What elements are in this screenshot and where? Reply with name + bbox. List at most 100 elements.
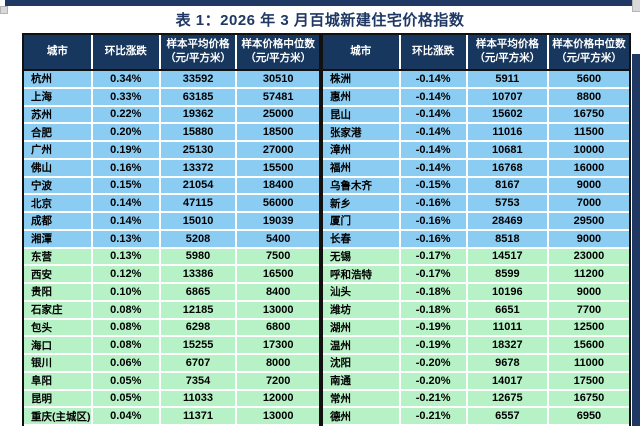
avg-price-cell: 7354	[159, 371, 238, 391]
city-cell: 佛山	[24, 158, 93, 178]
median-price-cell: 13000	[236, 300, 319, 320]
change-cell: 0.08%	[91, 300, 161, 320]
change-cell: -0.14%	[399, 105, 468, 125]
city-cell: 无锡	[323, 247, 401, 267]
median-price-cell: 27000	[236, 141, 319, 160]
median-price-cell: 25000	[236, 105, 319, 125]
city-cell: 湖州	[323, 318, 401, 338]
median-price-cell: 16000	[547, 158, 629, 178]
city-cell: 合肥	[24, 123, 93, 142]
price-index-table: 城市 环比涨跌 样本平均价格 （元/平方米） 样本价格中位数 （元/平方米） 杭州 0…	[22, 33, 631, 426]
median-price-cell: 8000	[236, 354, 319, 373]
avg-price-cell: 5980	[159, 247, 238, 267]
median-price-cell: 23000	[547, 247, 629, 267]
median-price-cell: 7500	[236, 247, 319, 267]
avg-price-cell: 13386	[159, 265, 238, 284]
change-cell: -0.16%	[399, 194, 468, 213]
change-cell: -0.14%	[399, 158, 468, 178]
median-price-cell: 16750	[547, 389, 629, 409]
city-cell: 成都	[24, 212, 93, 231]
table-row: 重庆(主城区) 0.04% 11371 13000	[24, 407, 319, 426]
avg-price-cell: 11016	[466, 123, 549, 142]
city-cell: 沈阳	[323, 354, 401, 373]
city-cell: 德州	[323, 407, 401, 426]
median-price-cell: 9000	[547, 176, 629, 196]
change-cell: 0.34%	[91, 70, 161, 89]
table-row: 银川 0.06% 6707 8000	[24, 354, 319, 373]
median-price-cell: 11200	[547, 265, 629, 284]
avg-price-cell: 11371	[159, 407, 238, 426]
header-row: 城市 环比涨跌 样本平均价格 （元/平方米） 样本价格中位数 （元/平方米）	[323, 35, 629, 71]
avg-price-cell: 5753	[466, 194, 549, 213]
table-row: 佛山 0.16% 13372 15500	[24, 158, 319, 178]
top-accent-bar	[5, 0, 633, 6]
median-price-cell: 9000	[547, 283, 629, 302]
change-cell: -0.14%	[399, 123, 468, 142]
median-price-cell: 17500	[547, 371, 629, 391]
avg-price-cell: 15880	[159, 123, 238, 142]
avg-price-cell: 63185	[159, 87, 238, 107]
table-row: 阜阳 0.05% 7354 7200	[24, 371, 319, 391]
table-row: 北京 0.14% 47115 56000	[24, 194, 319, 213]
avg-price-cell: 47115	[159, 194, 238, 213]
change-cell: 0.19%	[91, 141, 161, 160]
city-cell: 呼和浩特	[323, 265, 401, 284]
city-cell: 银川	[24, 354, 93, 373]
table-row: 株洲 -0.14% 5911 5600	[323, 70, 629, 89]
avg-price-cell: 8518	[466, 229, 549, 249]
scrollbar-corner-right	[632, 0, 640, 12]
table-row: 汕头 -0.18% 10196 9000	[323, 283, 629, 302]
median-price-cell: 7000	[547, 194, 629, 213]
median-price-cell: 29500	[547, 212, 629, 231]
avg-price-cell: 8167	[466, 176, 549, 196]
change-cell: -0.14%	[399, 87, 468, 107]
avg-price-cell: 6865	[159, 283, 238, 302]
table-row: 乌鲁木齐 -0.15% 8167 9000	[323, 176, 629, 196]
table-row: 石家庄 0.08% 12185 13000	[24, 300, 319, 320]
table-row: 常州 -0.21% 12675 16750	[323, 389, 629, 409]
median-price-cell: 56000	[236, 194, 319, 213]
change-cell: 0.12%	[91, 265, 161, 284]
col-header-avg-price: 样本平均价格 （元/平方米）	[466, 35, 549, 71]
city-cell: 昆山	[323, 105, 401, 125]
table-row: 东营 0.13% 5980 7500	[24, 247, 319, 267]
avg-price-cell: 15602	[466, 105, 549, 125]
city-cell: 贵阳	[24, 283, 93, 302]
median-price-cell: 18400	[236, 176, 319, 196]
median-price-cell: 8400	[236, 283, 319, 302]
table-row: 湘潭 0.13% 5208 5400	[24, 229, 319, 249]
change-cell: 0.08%	[91, 318, 161, 338]
avg-price-cell: 33592	[159, 70, 238, 89]
change-cell: 0.08%	[91, 336, 161, 355]
median-price-cell: 11000	[547, 354, 629, 373]
table-row: 西安 0.12% 13386 16500	[24, 265, 319, 284]
city-cell: 张家港	[323, 123, 401, 142]
right-accent-bar	[632, 54, 640, 426]
median-price-cell: 5400	[236, 229, 319, 249]
median-price-cell: 13000	[236, 407, 319, 426]
avg-price-cell: 15255	[159, 336, 238, 355]
city-cell: 杭州	[24, 70, 93, 89]
col-header-change: 环比涨跌	[91, 35, 161, 71]
table-row: 温州 -0.19% 18327 15600	[323, 336, 629, 355]
city-cell: 海口	[24, 336, 93, 355]
median-price-cell: 16750	[547, 105, 629, 125]
avg-price-cell: 12675	[466, 389, 549, 409]
median-price-cell: 15600	[547, 336, 629, 355]
change-cell: 0.13%	[91, 229, 161, 249]
median-price-cell: 57481	[236, 87, 319, 107]
city-cell: 石家庄	[24, 300, 93, 320]
city-cell: 湘潭	[24, 229, 93, 249]
scrollbar-corner-left	[0, 6, 8, 14]
col-header-city: 城市	[323, 35, 401, 71]
change-cell: -0.16%	[399, 229, 468, 249]
median-price-cell: 7200	[236, 371, 319, 391]
median-price-cell: 19039	[236, 212, 319, 231]
change-cell: -0.16%	[399, 212, 468, 231]
median-price-cell: 6950	[547, 407, 629, 426]
change-cell: 0.04%	[91, 407, 161, 426]
table-row: 苏州 0.22% 19362 25000	[24, 105, 319, 125]
avg-price-cell: 10707	[466, 87, 549, 107]
change-cell: 0.05%	[91, 371, 161, 391]
avg-price-cell: 5911	[466, 70, 549, 89]
